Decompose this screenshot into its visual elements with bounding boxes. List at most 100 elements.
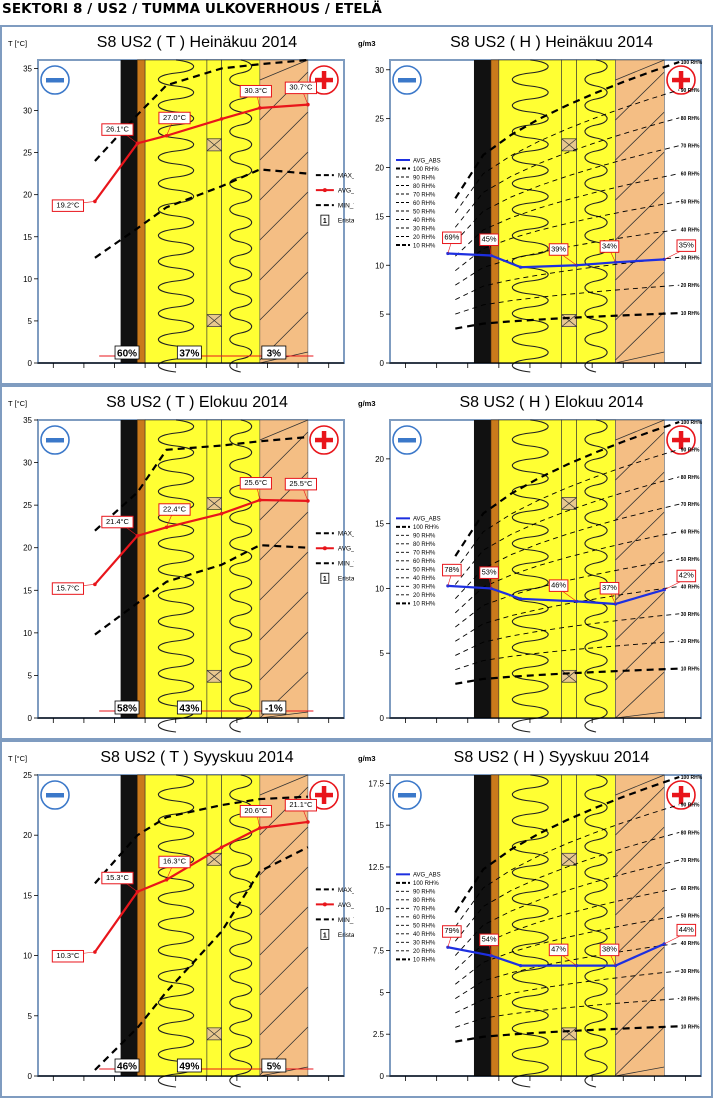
rh-point-label: 47% <box>551 945 566 954</box>
resistance-label: 43% <box>179 704 199 715</box>
stud-block-cross-1 <box>561 852 577 866</box>
wall-layer-insulation-2 <box>576 59 616 364</box>
series-avg-t <box>94 103 308 203</box>
avg-t-point <box>258 498 262 502</box>
avg-t-label: 25.6°C <box>244 478 268 487</box>
stud-block-cross-2 <box>206 314 222 327</box>
y-tick-label: 5 <box>380 649 385 658</box>
stud-block-cross-2 <box>206 670 222 683</box>
wall-layer-insulation-2 <box>221 419 261 719</box>
avg-t-label-box <box>101 123 134 136</box>
wall-layer-board <box>490 59 500 364</box>
legend-label: 70 RH% <box>413 551 436 557</box>
resistance-label: 3% <box>267 349 282 360</box>
y-tick-label: 5 <box>28 671 33 680</box>
resistance-box <box>176 700 202 715</box>
series-avg-abs <box>447 584 665 606</box>
chart-title: S8 US2 ( H ) Elokuu 2014 <box>459 394 643 411</box>
resistance-box <box>261 1058 287 1073</box>
rh-label: 40 RH% <box>681 584 700 590</box>
avg-t-label: 30.7°C <box>289 83 313 92</box>
avg-t-label-box <box>51 949 85 963</box>
rh-point-label-box <box>599 240 620 253</box>
legend-label: Eristavyys <box>338 576 354 583</box>
rh-label: 20 RH% <box>681 283 700 289</box>
rh-label: 30 RH% <box>681 255 700 261</box>
legend-label: 60 RH% <box>413 915 436 921</box>
y-tick-label: 30 <box>23 459 32 468</box>
y-axis-label: g/m3 <box>358 754 376 763</box>
rh-point-label-box <box>442 231 462 245</box>
y-tick-label: 15 <box>23 586 32 595</box>
avg-t-label-box <box>101 871 134 885</box>
rh-point-label: 35% <box>679 240 694 249</box>
legend-label: 50 RH% <box>413 924 436 930</box>
panel-elokuu: S8 US2 ( T ) Elokuu 2014 T [°C] 0 5 10 15 20 25… <box>0 385 713 740</box>
stud-block-cross-1 <box>206 138 222 152</box>
legend-label: MAX_T <box>338 173 354 180</box>
avg-t-label-box <box>101 515 134 529</box>
legend-label: 100 RH% <box>413 167 439 173</box>
minus-icon-bar <box>46 793 64 798</box>
legend-label: 30 RH% <box>413 226 436 232</box>
rh-label: 80 RH% <box>681 475 700 481</box>
legend-label: 10 RH% <box>413 958 436 964</box>
cladding-hatch <box>259 419 309 719</box>
avg-t-point <box>93 582 97 587</box>
insulation-wave-2 <box>584 59 608 373</box>
rh-point-label-box <box>442 925 462 938</box>
legend-box-icon <box>320 214 330 226</box>
rh-point-label: 39% <box>551 244 566 253</box>
insulation-wave-1 <box>511 774 549 1088</box>
page-title: SEKTORI 8 / US2 / TUMMA ULKOVERHOUS / ET… <box>2 1 382 17</box>
y-tick-label: 0 <box>28 1072 33 1081</box>
plus-icon-bar-v <box>321 786 327 804</box>
avg-t-point <box>219 511 224 516</box>
y-tick-label: 5 <box>380 310 385 319</box>
y-tick-label: 2.5 <box>373 1030 385 1039</box>
legend-label: MAX_T <box>338 887 354 894</box>
y-tick-label: 0 <box>380 714 385 723</box>
rh-curve <box>455 585 680 642</box>
chart-humidity-syyskuu: S8 US2 ( H ) Syyskuu 2014 g/m3 0 2.5 5 7.5 10 1… <box>358 749 703 1088</box>
legend-label: MAX_T <box>338 531 354 538</box>
avg-t-label-box <box>284 798 317 812</box>
avg-t-label: 21.4°C <box>106 517 130 526</box>
y-tick-label: 5 <box>28 1012 33 1021</box>
avg-abs-point <box>519 597 523 601</box>
rh-label: 90 RH% <box>681 803 700 809</box>
y-axis-label: T [°C] <box>8 39 27 48</box>
avg-t-label-box <box>158 855 191 869</box>
avg-t-label: 25.5°C <box>289 479 313 488</box>
rh-point-label: 42% <box>679 571 694 580</box>
resistance-label: -1% <box>265 704 283 715</box>
legend-label: AVG_T <box>338 188 354 195</box>
y-tick-label: 0 <box>28 359 33 368</box>
avg-t-label: 15.7°C <box>56 583 80 592</box>
rh-point-label-box <box>479 933 499 947</box>
legend-label: 30 RH% <box>413 585 436 591</box>
rh-label: 80 RH% <box>681 116 700 122</box>
series-min-t <box>94 168 308 259</box>
legend-label: 90 RH% <box>413 175 436 181</box>
avg-t-label-box <box>51 582 85 595</box>
legend-label: 40 RH% <box>413 932 436 938</box>
rh-point-label-box <box>548 243 569 256</box>
minus-icon-bar <box>398 438 416 443</box>
rh-label: 30 RH% <box>681 969 700 975</box>
rh-curve <box>455 1025 680 1043</box>
avg-t-label: 21.1°C <box>289 800 313 809</box>
rh-curve <box>454 448 680 571</box>
rh-label: 70 RH% <box>681 502 700 508</box>
rh-curve <box>455 312 680 330</box>
insulation-wave-2 <box>584 419 608 733</box>
legend-box-number: 1 <box>323 218 327 225</box>
avg-abs-point <box>446 584 450 588</box>
legend-swatch-dot <box>322 188 327 193</box>
rh-curve <box>455 173 680 257</box>
legend-swatch-dot <box>322 546 327 551</box>
y-tick-label: 5 <box>28 317 33 326</box>
legend-label: 50 RH% <box>413 209 436 215</box>
minus-icon-bar <box>46 438 64 443</box>
stud-block-cross-1 <box>561 138 577 152</box>
